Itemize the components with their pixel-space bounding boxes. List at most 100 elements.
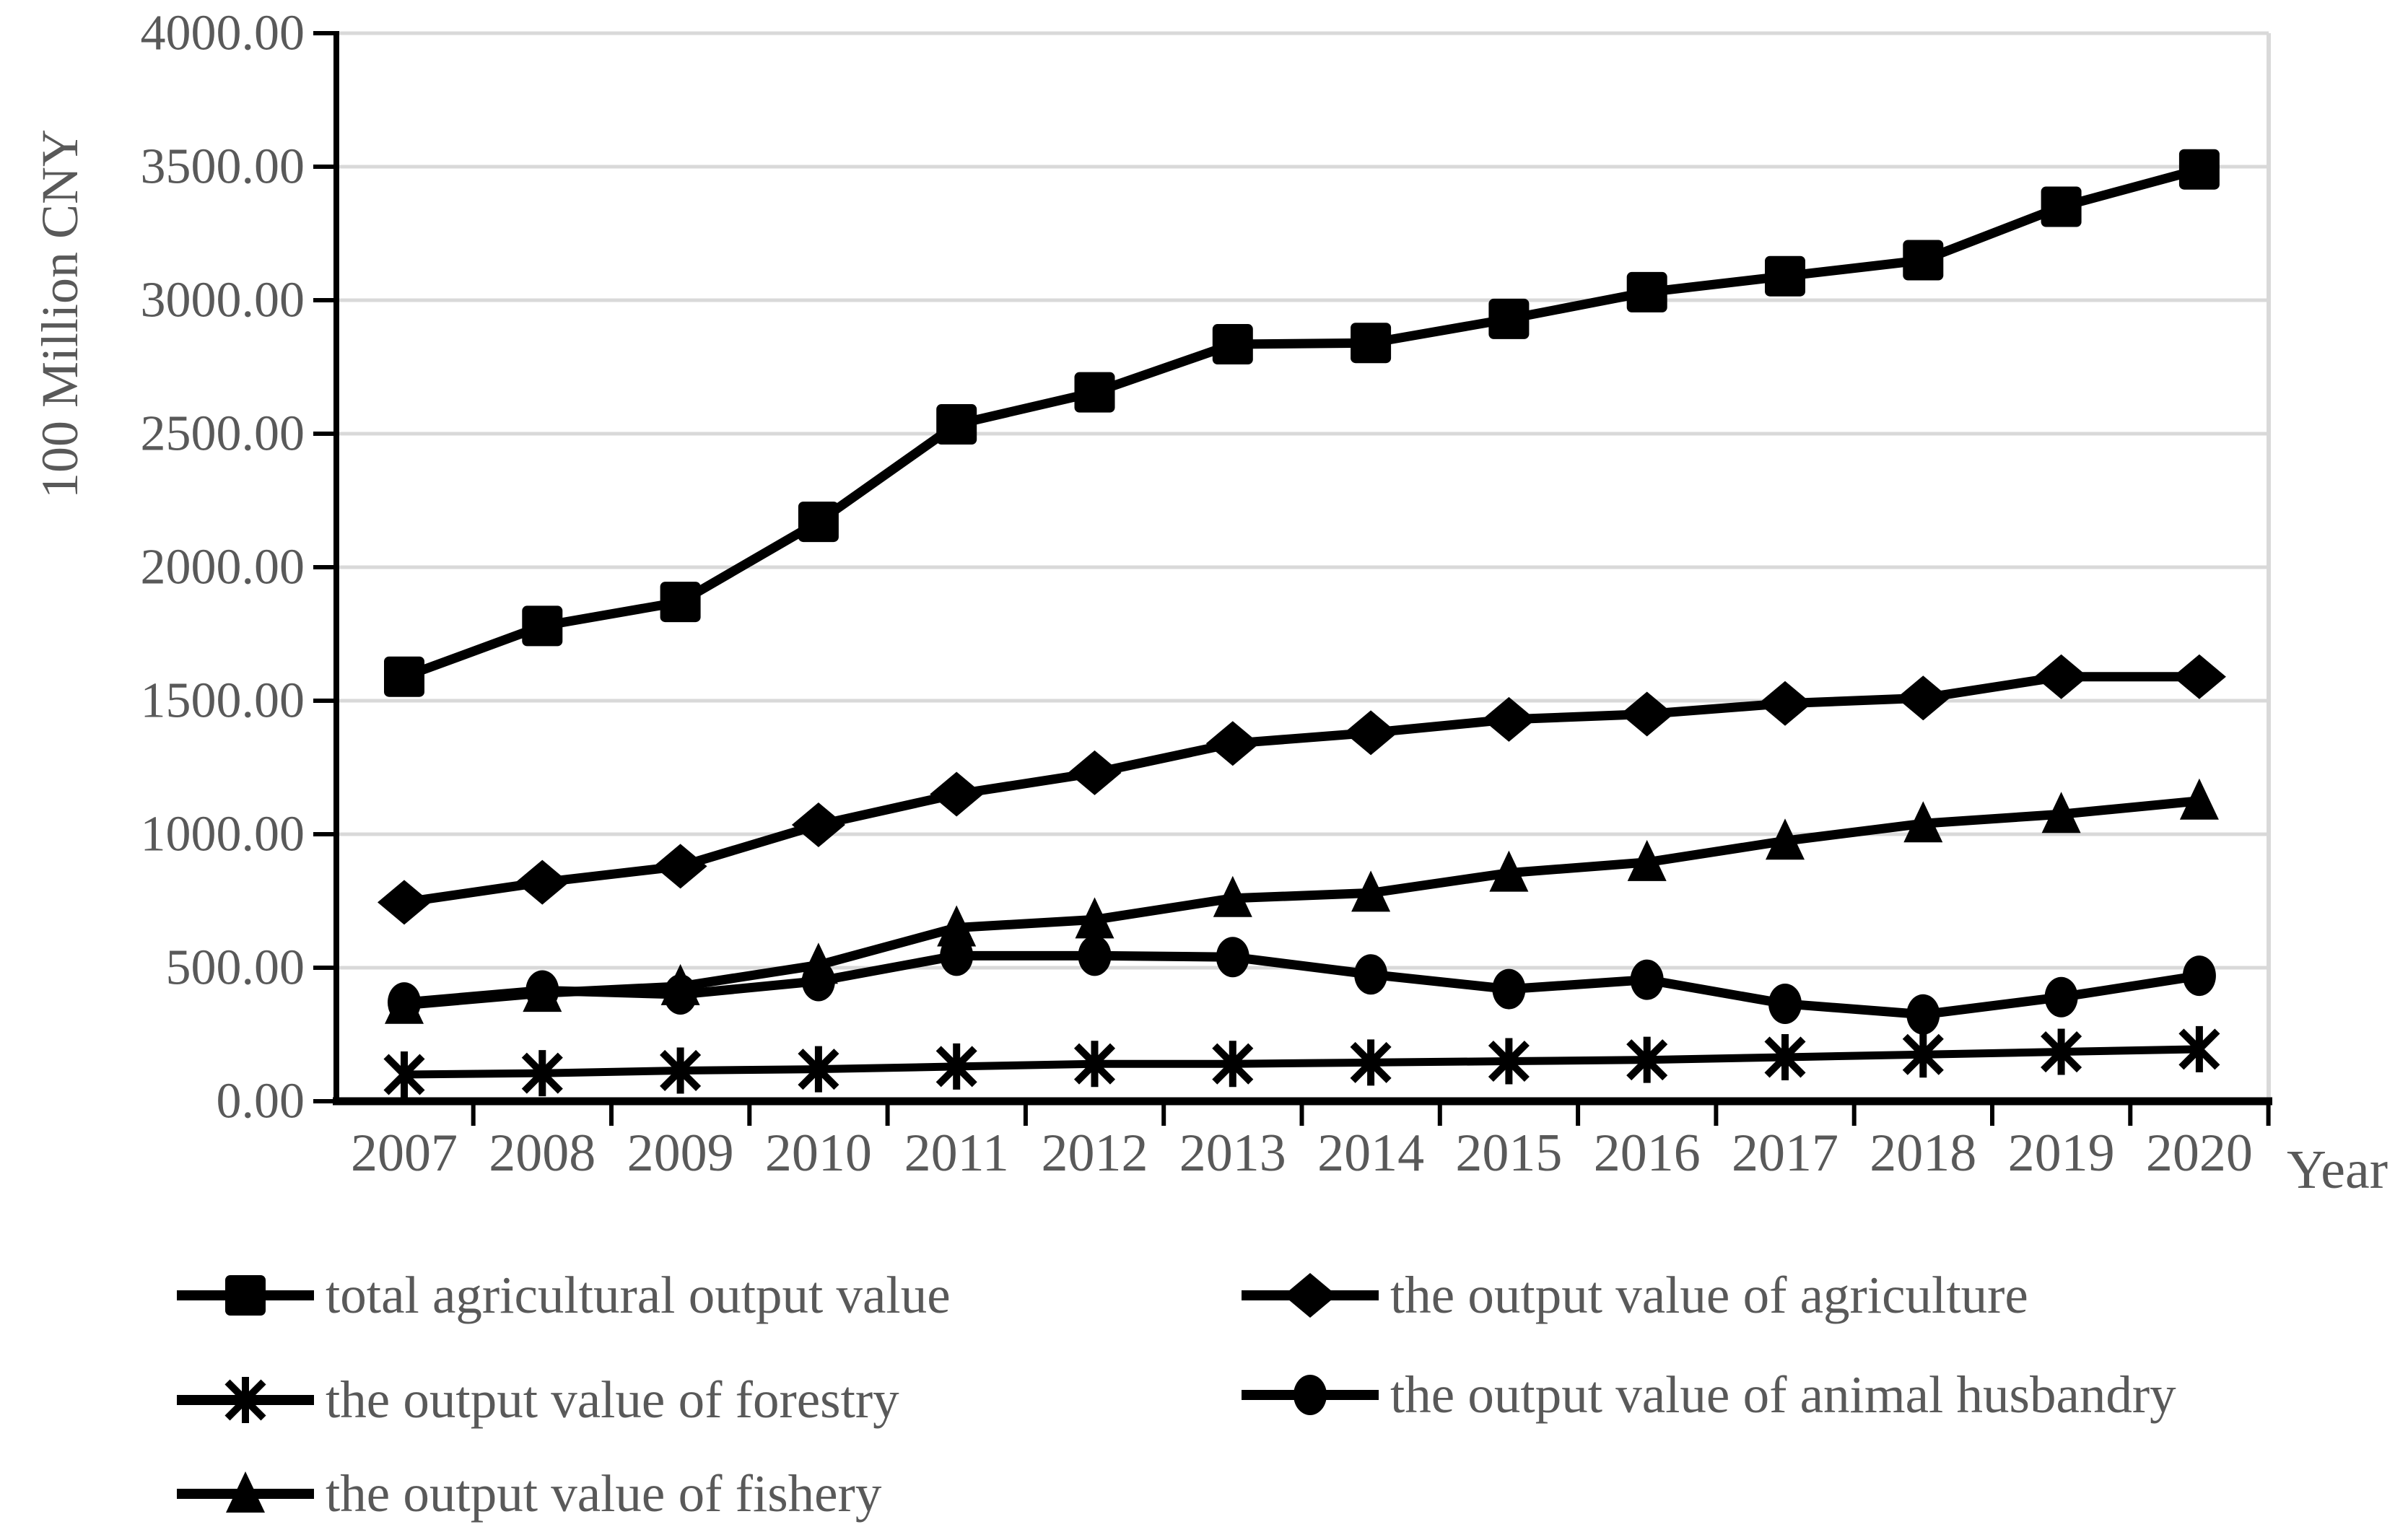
- circle-marker: [2182, 955, 2216, 997]
- y-tick-label: 500.00: [166, 940, 305, 996]
- square-marker: [1351, 323, 1392, 364]
- square-marker: [1903, 240, 1944, 281]
- y-tick-label: 2000.00: [141, 540, 305, 595]
- asterisk-marker: [521, 1052, 563, 1094]
- legend-label: the output value of animal husbandry: [1390, 1365, 2176, 1424]
- asterisk-marker: [1212, 1043, 1254, 1085]
- triangle-marker: [660, 963, 700, 1005]
- triangle-marker: [1075, 897, 1114, 939]
- circle-marker: [1354, 954, 1388, 995]
- circle-marker: [1492, 968, 1526, 1010]
- triangle-legend-key: [177, 1471, 314, 1513]
- x-tick-label: 2019: [2008, 1124, 2115, 1183]
- asterisk-marker: [2178, 1028, 2220, 1070]
- y-tick-label: 1000.00: [141, 807, 305, 862]
- legend-label: total agricultural output value: [326, 1266, 951, 1324]
- triangle-marker: [226, 1471, 265, 1513]
- asterisk-marker: [1488, 1040, 1530, 1082]
- asterisk-marker: [660, 1049, 702, 1091]
- triangle-marker: [385, 982, 424, 1024]
- diamond-legend-key: [1242, 1273, 1379, 1318]
- asterisk-marker: [798, 1049, 839, 1090]
- triangle-marker: [2041, 792, 2081, 834]
- square-marker: [2178, 149, 2220, 190]
- triangle-marker: [2179, 778, 2219, 820]
- series-diamond: [378, 654, 2226, 925]
- legend-item: the output value of forestry: [177, 1370, 899, 1429]
- x-tick-label: 2013: [1179, 1124, 1286, 1183]
- diamond-marker: [1620, 691, 1674, 737]
- x-tick-label: 2007: [351, 1124, 458, 1183]
- triangle-marker: [1766, 818, 1805, 860]
- diamond-marker: [2172, 654, 2226, 699]
- triangle-marker: [1351, 870, 1391, 912]
- diamond-marker: [378, 880, 431, 925]
- x-tick-label: 2016: [1594, 1124, 1701, 1183]
- legend-item: the output value of agriculture: [1242, 1266, 2028, 1324]
- diamond-marker: [1758, 681, 1812, 726]
- diamond-marker: [1344, 710, 1398, 756]
- circle-marker: [1768, 983, 1802, 1024]
- x-tick-label: 2010: [765, 1124, 872, 1183]
- circle-marker: [1078, 935, 1112, 976]
- diamond-marker: [1205, 721, 1260, 766]
- series-line: [402, 165, 2201, 681]
- x-tick-label: 2008: [489, 1124, 596, 1183]
- x-tick-label: 2020: [2146, 1124, 2253, 1183]
- series-square: [384, 149, 2220, 697]
- asterisk-marker: [383, 1054, 425, 1095]
- triangle-marker: [937, 905, 977, 947]
- triangle-marker: [1489, 850, 1529, 892]
- asterisk-marker: [1626, 1039, 1668, 1081]
- series-line: [403, 796, 2200, 1010]
- circle-marker: [1630, 959, 1664, 1000]
- legend-label: the output value of fishery: [326, 1464, 882, 1523]
- circle-marker: [1294, 1375, 1327, 1415]
- diamond-marker: [1482, 696, 1536, 742]
- legend-item: the output value of fishery: [177, 1464, 882, 1523]
- asterisk-marker: [1902, 1033, 1944, 1075]
- triangle-marker: [523, 971, 562, 1012]
- diamond-marker: [2034, 654, 2088, 699]
- diamond-marker: [791, 802, 845, 848]
- asterisk-marker: [1350, 1041, 1392, 1083]
- square-marker: [225, 1275, 266, 1316]
- legend-label: the output value of agriculture: [1390, 1266, 2028, 1324]
- diamond-marker: [515, 859, 570, 905]
- circle-marker: [1216, 937, 1249, 978]
- series-triangle: [385, 778, 2219, 1024]
- square-marker: [384, 656, 424, 697]
- x-axis-title: Year: [2287, 1139, 2389, 1200]
- series-asterisk: [383, 1025, 2220, 1098]
- diamond-marker: [1896, 675, 1950, 721]
- x-tick-label: 2011: [904, 1124, 1009, 1183]
- square-marker: [1626, 271, 1667, 312]
- series-line: [403, 1045, 2200, 1079]
- asterisk-marker: [224, 1379, 266, 1421]
- y-tick-label: 2500.00: [141, 406, 305, 462]
- series-line: [403, 950, 2200, 1020]
- x-tick-label: 2009: [627, 1124, 734, 1183]
- y-tick-label: 0.00: [217, 1074, 305, 1129]
- square-marker: [522, 605, 563, 647]
- x-tick-label: 2015: [1455, 1124, 1562, 1183]
- square-legend-key: [177, 1275, 314, 1316]
- asterisk-marker: [935, 1046, 977, 1088]
- triangle-marker: [798, 942, 838, 984]
- y-tick-label: 1500.00: [141, 673, 305, 729]
- diamond-marker: [930, 771, 984, 817]
- circle-legend-key: [1242, 1375, 1379, 1415]
- square-marker: [1488, 298, 1530, 339]
- square-marker: [2041, 186, 2082, 227]
- square-marker: [1212, 324, 1253, 365]
- legend-item: the output value of animal husbandry: [1242, 1365, 2176, 1424]
- legend-label: the output value of forestry: [326, 1370, 899, 1429]
- square-marker: [936, 404, 977, 445]
- x-tick-label: 2018: [1870, 1124, 1976, 1183]
- y-tick-label: 3500.00: [141, 139, 305, 195]
- asterisk-marker: [2041, 1031, 2082, 1073]
- diamond-marker: [1068, 750, 1122, 795]
- triangle-marker: [1627, 839, 1667, 881]
